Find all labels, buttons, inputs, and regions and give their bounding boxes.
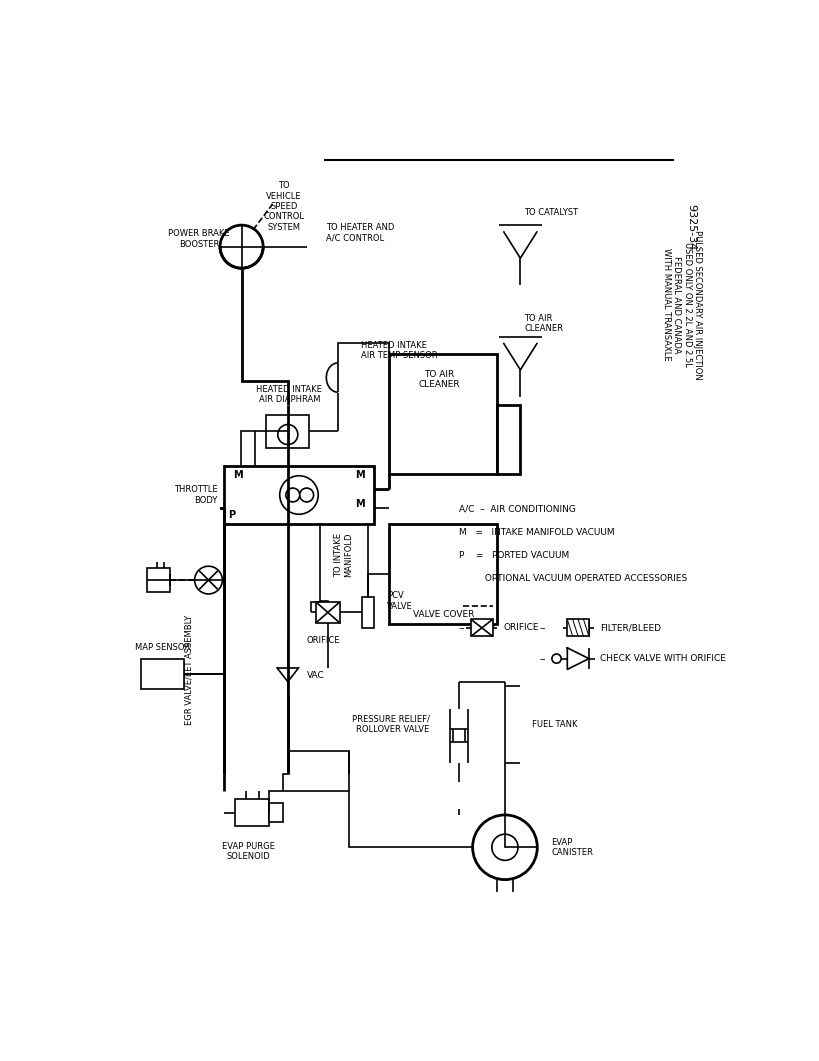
Text: HEATED INTAKE
AIR DIAPHRAM: HEATED INTAKE AIR DIAPHRAM	[256, 385, 322, 404]
Text: P    =   PORTED VACUUM: P = PORTED VACUUM	[458, 551, 568, 560]
Bar	[496, 404, 520, 474]
Text: 9325-34: 9325-34	[686, 204, 695, 250]
Text: TO INTAKE
MANIFOLD: TO INTAKE MANIFOLD	[333, 533, 353, 577]
Text: TO CATALYST: TO CATALYST	[523, 208, 577, 216]
Text: TO AIR
CLEANER: TO AIR CLEANER	[523, 314, 563, 333]
Circle shape	[472, 815, 536, 880]
Text: TO HEATER AND
A/C CONTROL: TO HEATER AND A/C CONTROL	[326, 223, 394, 243]
Text: EVAP
CANISTER: EVAP CANISTER	[550, 837, 592, 857]
Text: A/C  –  AIR CONDITIONING: A/C – AIR CONDITIONING	[458, 505, 575, 514]
Circle shape	[286, 488, 300, 502]
Bar	[266, 415, 309, 449]
Text: EGR VALVE/EET ASSEMBLY: EGR VALVE/EET ASSEMBLY	[184, 614, 193, 725]
Text: MAP SENSOR: MAP SENSOR	[134, 643, 190, 651]
Text: FILTER/BLEED: FILTER/BLEED	[599, 623, 660, 632]
Text: PRESSURE RELIEF/
ROLLOVER VALVE: PRESSURE RELIEF/ ROLLOVER VALVE	[351, 714, 429, 734]
Circle shape	[278, 424, 297, 445]
Text: P: P	[228, 509, 235, 520]
Bar	[269, 803, 283, 822]
Bar	[361, 597, 373, 628]
Text: –: –	[539, 654, 545, 663]
Text: TO AIR
CLEANER: TO AIR CLEANER	[419, 370, 459, 389]
Circle shape	[551, 654, 560, 663]
Bar	[235, 799, 269, 827]
Text: POWER BRAKE
BOOSTER: POWER BRAKE BOOSTER	[168, 229, 230, 248]
Text: EVAP PURGE
SOLENOID: EVAP PURGE SOLENOID	[222, 841, 274, 862]
Bar	[389, 354, 496, 474]
Bar	[567, 620, 588, 637]
Bar	[470, 620, 492, 637]
Text: M: M	[355, 500, 364, 509]
Text: PCV
VALVE: PCV VALVE	[387, 591, 413, 610]
Text: CHECK VALVE WITH ORIFICE: CHECK VALVE WITH ORIFICE	[599, 655, 725, 663]
Text: M   =   INTAKE MANIFOLD VACUUM: M = INTAKE MANIFOLD VACUUM	[458, 527, 613, 537]
Text: HEATED INTAKE
AIR TEMP SENSOR: HEATED INTAKE AIR TEMP SENSOR	[360, 341, 437, 361]
Text: VALVE COVER: VALVE COVER	[412, 610, 473, 620]
Text: PULSED SECONDARY AIR INJECTION
USED ONLY ON 2.2L AND 2.5L
FEDERAL AND CANADA
WIT: PULSED SECONDARY AIR INJECTION USED ONLY…	[661, 229, 701, 379]
Text: ORIFICE: ORIFICE	[503, 623, 538, 632]
Text: FUEL TANK: FUEL TANK	[532, 719, 577, 729]
Text: OPTIONAL VACUUM OPERATED ACCESSORIES: OPTIONAL VACUUM OPERATED ACCESSORIES	[458, 574, 686, 582]
Text: TO
VEHICLE
SPEED
CONTROL
SYSTEM: TO VEHICLE SPEED CONTROL SYSTEM	[263, 181, 304, 231]
Text: VAC: VAC	[306, 671, 324, 680]
Circle shape	[219, 225, 263, 268]
Bar	[224, 466, 373, 524]
Text: M: M	[355, 470, 364, 481]
Text: ORIFICE: ORIFICE	[306, 636, 340, 644]
Bar	[389, 524, 496, 624]
Bar	[315, 602, 340, 623]
Circle shape	[300, 488, 313, 502]
Circle shape	[491, 834, 518, 860]
Circle shape	[279, 475, 318, 515]
Bar	[147, 568, 170, 592]
Bar	[141, 659, 183, 690]
Text: M: M	[233, 470, 242, 481]
Text: –: –	[539, 623, 545, 632]
Circle shape	[194, 567, 222, 594]
Text: –: –	[458, 623, 464, 632]
Text: THROTTLE
BODY: THROTTLE BODY	[174, 485, 218, 505]
